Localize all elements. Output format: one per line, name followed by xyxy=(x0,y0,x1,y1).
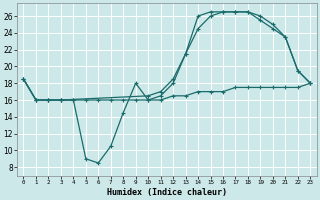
X-axis label: Humidex (Indice chaleur): Humidex (Indice chaleur) xyxy=(107,188,227,197)
